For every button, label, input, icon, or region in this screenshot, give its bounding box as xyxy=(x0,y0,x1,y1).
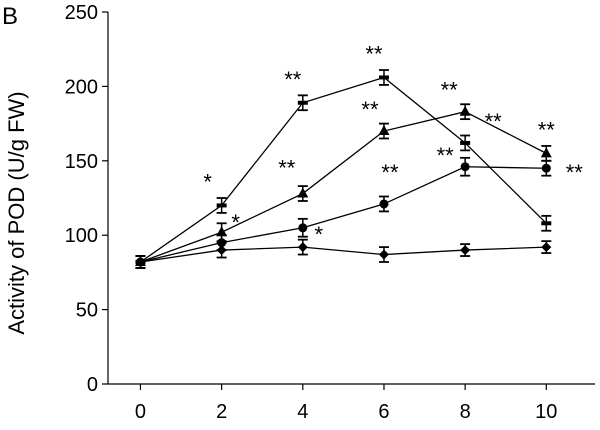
y-tick-label: 50 xyxy=(76,300,98,322)
data-point xyxy=(541,242,552,253)
x-tick-label: 6 xyxy=(378,401,389,423)
x-tick-label: 2 xyxy=(216,401,227,423)
data-point xyxy=(460,245,471,256)
data-point xyxy=(541,221,552,226)
y-tick-label: 200 xyxy=(65,76,98,98)
series-triangle xyxy=(134,103,552,269)
significance-label: ** xyxy=(278,156,296,181)
data-point xyxy=(460,140,471,145)
significance-label: ** xyxy=(361,97,379,122)
significance-label: ** xyxy=(485,109,503,134)
data-point xyxy=(298,223,308,233)
y-tick-label: 0 xyxy=(87,374,98,396)
y-tick-label: 100 xyxy=(65,225,98,247)
significance-label: ** xyxy=(538,117,556,142)
series-line xyxy=(140,111,547,263)
data-point xyxy=(297,187,309,198)
significance-label: ** xyxy=(441,78,459,103)
axes: 0 50 100 150 200 250 0 2 4 6 8 10 xyxy=(65,2,595,423)
significance-label: * xyxy=(315,222,324,247)
data-point xyxy=(378,125,390,136)
data-point xyxy=(460,162,470,172)
significance-label: ** xyxy=(381,160,399,185)
x-tick-label: 4 xyxy=(297,401,308,423)
y-axis-title: Activity of POD (U/g FW) xyxy=(4,91,29,334)
series-dash xyxy=(135,69,552,269)
significance-label: ** xyxy=(437,143,455,168)
y-tick-label: 250 xyxy=(65,2,98,24)
significance-label: * xyxy=(203,169,212,194)
data-point xyxy=(378,75,389,80)
panel-label: B xyxy=(2,3,18,30)
data-point xyxy=(297,100,308,105)
data-point xyxy=(216,226,228,237)
significance-label: ** xyxy=(284,67,302,92)
x-tick-label: 8 xyxy=(460,401,471,423)
data-point xyxy=(297,242,308,253)
series-line xyxy=(140,76,547,263)
data-point xyxy=(135,259,146,264)
x-tick-label: 10 xyxy=(535,401,557,423)
annotation-layer: *********************** xyxy=(203,41,583,246)
significance-label: ** xyxy=(566,160,584,185)
data-point xyxy=(541,163,551,173)
series-line xyxy=(140,246,547,263)
significance-label: ** xyxy=(365,41,383,66)
data-point xyxy=(379,199,389,209)
data-point xyxy=(459,105,471,116)
series-layer xyxy=(134,69,552,269)
significance-label: * xyxy=(231,210,240,235)
data-point xyxy=(378,249,389,260)
data-point xyxy=(216,203,227,208)
data-point xyxy=(540,147,552,158)
x-tick-label: 0 xyxy=(135,401,146,423)
y-tick-label: 150 xyxy=(65,151,98,173)
series-line xyxy=(140,166,547,263)
series-diamond xyxy=(135,238,552,269)
